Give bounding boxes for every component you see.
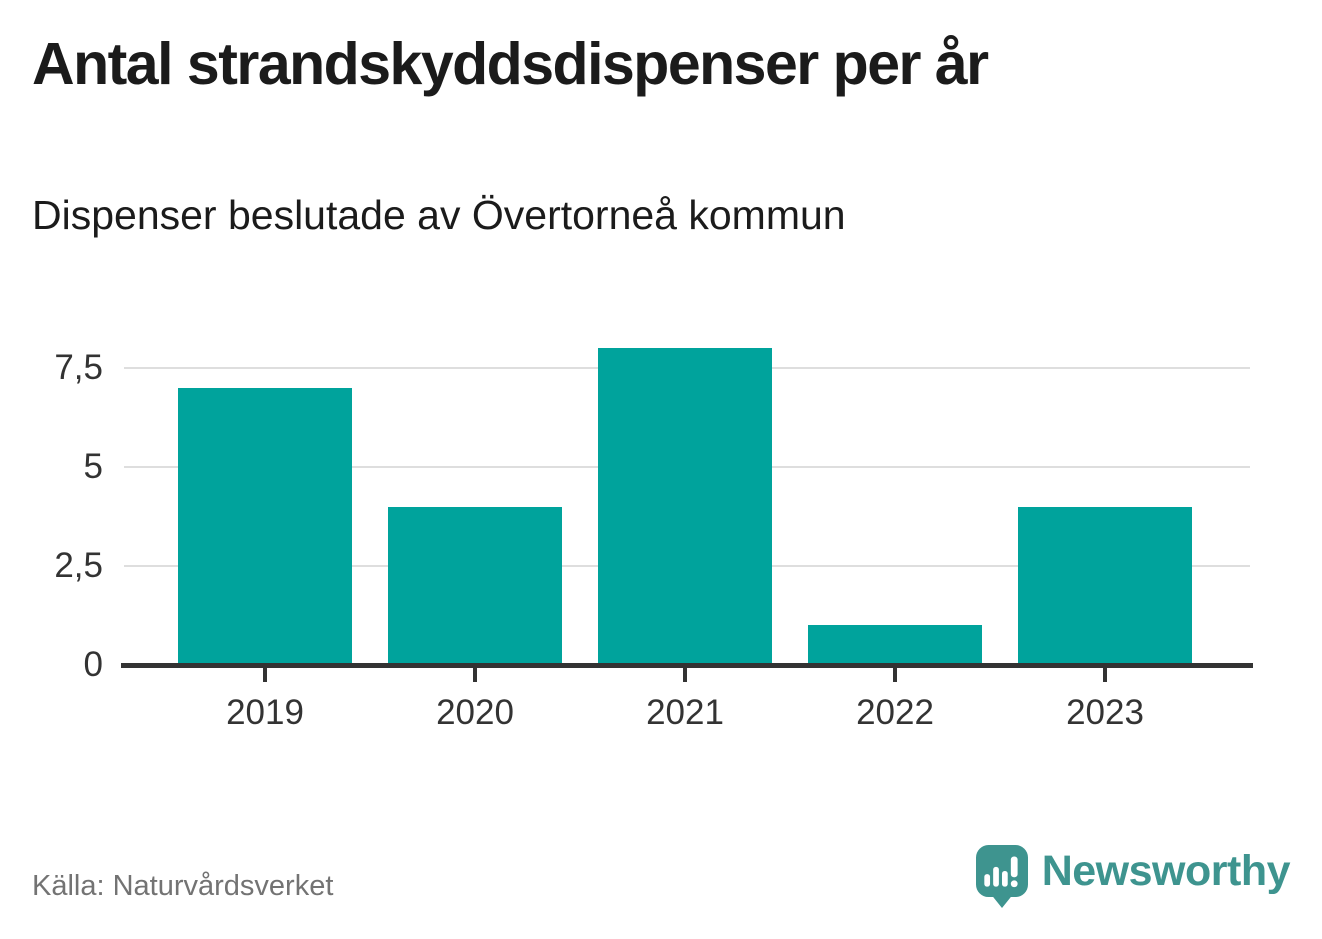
bar <box>598 348 772 665</box>
page-title: Antal strandskyddsdispenser per år <box>32 31 989 97</box>
x-axis-tick <box>263 668 267 682</box>
bar <box>1018 506 1192 665</box>
y-tick-label: 5 <box>83 447 103 486</box>
x-tick-label: 2023 <box>1066 693 1144 732</box>
x-tick-label: 2019 <box>226 693 304 732</box>
x-axis-tick <box>473 668 477 682</box>
bar <box>808 625 982 665</box>
newsworthy-wordmark: Newsworthy <box>1041 847 1291 895</box>
bar <box>178 387 352 665</box>
x-axis-tick <box>1103 668 1107 682</box>
x-tick-label: 2022 <box>856 693 934 732</box>
bar <box>388 506 562 665</box>
x-axis-tick <box>683 668 687 682</box>
y-tick-label: 7,5 <box>54 348 103 387</box>
page-subtitle: Dispenser beslutade av Övertorneå kommun <box>32 192 846 238</box>
x-tick-label: 2020 <box>436 693 514 732</box>
y-tick-label: 2,5 <box>54 546 103 585</box>
x-axis-tick <box>893 668 897 682</box>
y-tick-label: 0 <box>83 645 103 684</box>
x-tick-label: 2021 <box>646 693 724 732</box>
newsworthy-logo-icon <box>975 845 1028 908</box>
source-note: Källa: Naturvårdsverket <box>32 870 334 902</box>
x-axis-line <box>121 663 1253 668</box>
newsworthy-brand: Newsworthy <box>975 845 1291 909</box>
